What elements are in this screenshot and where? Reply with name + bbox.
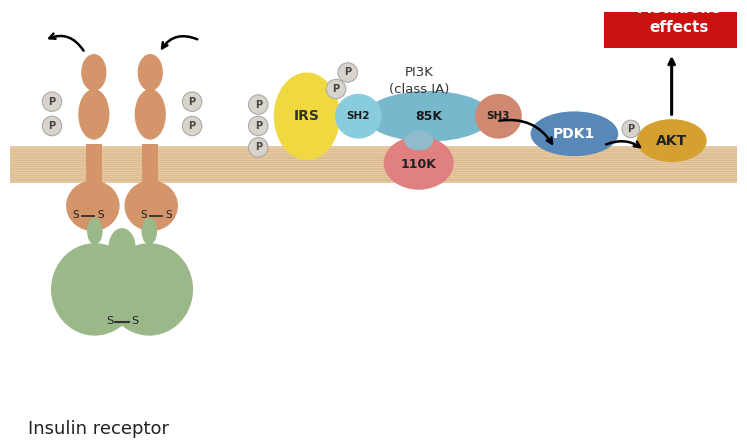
Text: P: P — [627, 124, 634, 134]
Circle shape — [182, 116, 202, 136]
Ellipse shape — [335, 94, 382, 139]
Text: P: P — [188, 97, 196, 107]
Ellipse shape — [141, 217, 157, 245]
Text: SH3: SH3 — [487, 111, 510, 121]
Text: IRS: IRS — [294, 109, 320, 123]
Text: Insulin receptor: Insulin receptor — [28, 420, 169, 438]
Text: P: P — [49, 97, 55, 107]
Ellipse shape — [105, 243, 193, 336]
Bar — [604, 0, 747, 48]
Circle shape — [326, 79, 346, 99]
Text: S: S — [72, 211, 78, 220]
Text: AKT: AKT — [656, 134, 687, 148]
Text: Metabolic
effects: Metabolic effects — [637, 1, 721, 35]
Bar — [86, 143, 102, 186]
Ellipse shape — [125, 181, 178, 231]
Text: PDK1: PDK1 — [554, 127, 595, 141]
Ellipse shape — [404, 131, 433, 150]
Text: P: P — [255, 100, 261, 110]
Bar — [143, 143, 158, 186]
Text: P: P — [255, 143, 261, 152]
Ellipse shape — [108, 228, 136, 267]
Ellipse shape — [78, 89, 109, 139]
Text: PI3K
(class IA): PI3K (class IA) — [388, 66, 449, 96]
Ellipse shape — [636, 119, 707, 162]
Ellipse shape — [81, 54, 107, 91]
Text: S: S — [140, 211, 146, 220]
Ellipse shape — [137, 54, 163, 91]
Text: P: P — [255, 121, 261, 131]
Text: P: P — [332, 84, 340, 94]
Circle shape — [182, 92, 202, 111]
Text: P: P — [344, 67, 351, 77]
Text: P: P — [188, 121, 196, 131]
Circle shape — [43, 92, 62, 111]
Circle shape — [249, 95, 268, 114]
Ellipse shape — [87, 217, 102, 245]
Text: S: S — [165, 211, 172, 220]
Circle shape — [249, 116, 268, 136]
Circle shape — [622, 120, 639, 138]
Text: SH2: SH2 — [347, 111, 371, 121]
Text: 110K: 110K — [401, 158, 437, 171]
Ellipse shape — [274, 72, 340, 160]
Text: P: P — [49, 121, 55, 131]
Ellipse shape — [365, 91, 492, 142]
Text: S: S — [131, 316, 138, 325]
Ellipse shape — [134, 89, 166, 139]
Ellipse shape — [66, 181, 120, 231]
Ellipse shape — [530, 111, 619, 156]
Ellipse shape — [475, 94, 522, 139]
Text: S: S — [106, 316, 113, 325]
Circle shape — [338, 63, 358, 82]
Ellipse shape — [51, 243, 139, 336]
Bar — [10, 147, 737, 183]
Ellipse shape — [384, 136, 453, 190]
Text: S: S — [97, 211, 104, 220]
Circle shape — [249, 138, 268, 157]
Circle shape — [43, 116, 62, 136]
Text: 85K: 85K — [415, 110, 442, 123]
